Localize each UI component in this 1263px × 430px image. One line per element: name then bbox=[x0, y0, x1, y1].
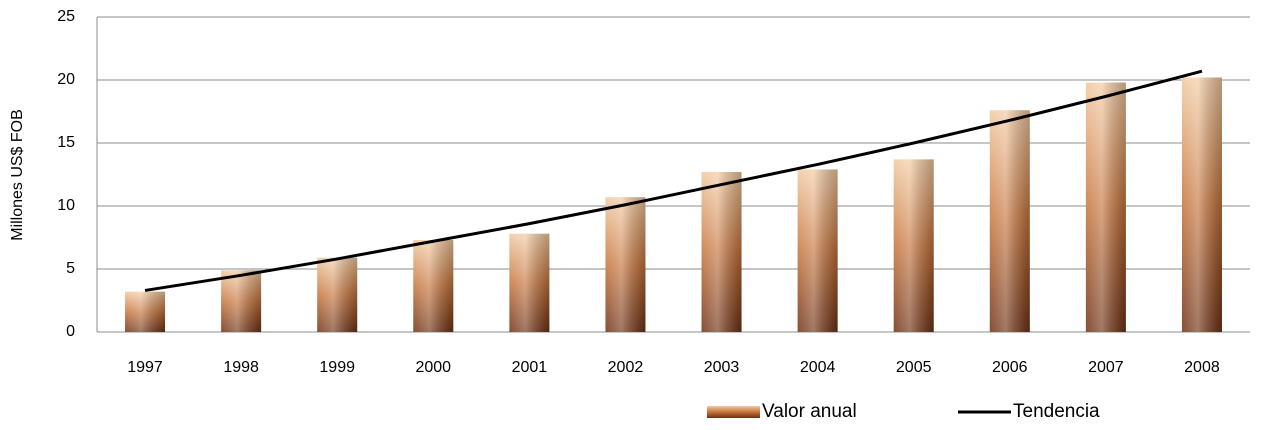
y-tick-label: 5 bbox=[66, 260, 75, 277]
x-tick-label: 2002 bbox=[608, 359, 644, 376]
bar bbox=[221, 270, 262, 332]
x-tick-label: 2008 bbox=[1184, 359, 1220, 376]
bar bbox=[701, 171, 742, 332]
bar bbox=[413, 240, 454, 332]
y-tick-label: 10 bbox=[57, 197, 75, 214]
x-tick-label: 1999 bbox=[319, 359, 355, 376]
y-tick-label: 20 bbox=[57, 71, 75, 88]
x-tick-label: 2006 bbox=[992, 359, 1028, 376]
bar bbox=[1181, 77, 1222, 332]
bar-fill bbox=[125, 291, 166, 332]
bar-fill bbox=[221, 270, 262, 332]
trend-line bbox=[144, 69, 1203, 292]
x-tick-label: 1998 bbox=[223, 359, 259, 376]
x-tick-label: 2000 bbox=[415, 359, 451, 376]
bar-fill bbox=[509, 233, 550, 332]
x-tick-label: 2003 bbox=[704, 359, 740, 376]
legend-swatch bbox=[707, 406, 760, 418]
bar-fill bbox=[413, 240, 454, 332]
bar bbox=[125, 291, 166, 332]
x-tick-label: 2007 bbox=[1088, 359, 1124, 376]
bar bbox=[989, 110, 1030, 333]
bar-fill bbox=[317, 257, 358, 332]
bar-fill bbox=[797, 169, 838, 332]
x-tick-label: 1997 bbox=[127, 359, 163, 376]
y-tick-label: 0 bbox=[66, 323, 75, 340]
x-tick-label: 2005 bbox=[896, 359, 932, 376]
y-tick-label: 25 bbox=[57, 8, 75, 25]
legend-label: Tendencia bbox=[1013, 401, 1100, 422]
bar-fill bbox=[701, 171, 742, 332]
bar-fill bbox=[989, 110, 1030, 333]
bar bbox=[1085, 82, 1126, 333]
bar bbox=[509, 233, 550, 332]
bar-fill bbox=[893, 159, 934, 332]
bar bbox=[317, 257, 358, 332]
bar-fill bbox=[605, 197, 646, 332]
y-tick-label: 15 bbox=[57, 134, 75, 151]
bar bbox=[893, 159, 934, 332]
bar-fill bbox=[1085, 82, 1126, 333]
y-axis-label: Millones US$ FOB bbox=[9, 109, 26, 241]
bar bbox=[797, 169, 838, 332]
bar bbox=[605, 197, 646, 332]
bar-fill bbox=[1181, 77, 1222, 332]
x-tick-label: 2004 bbox=[800, 359, 836, 376]
x-tick-label: 2001 bbox=[512, 359, 548, 376]
legend-label: Valor anual bbox=[762, 401, 857, 422]
